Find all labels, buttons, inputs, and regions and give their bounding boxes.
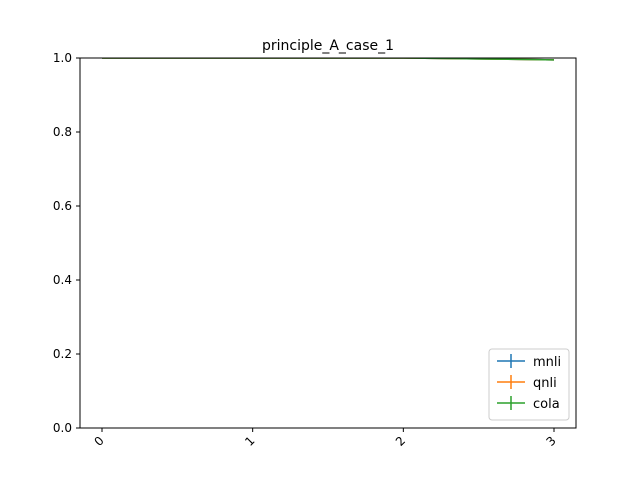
series-layer [102,58,555,61]
legend-label-cola: cola [533,397,560,412]
y-tick-label: 0.4 [53,273,72,287]
y-axis-ticks: 0.0 0.2 0.4 0.6 0.8 1.0 [53,51,80,435]
y-tick-label: 0.8 [53,125,72,139]
y-tick-label: 0.0 [53,421,72,435]
legend: mnli qnli cola [488,348,570,421]
legend-label-qnli: qnli [533,376,557,391]
y-tick-label: 0.2 [53,347,72,361]
y-tick-label: 1.0 [53,51,72,65]
plot-frame [79,57,577,429]
legend-label-mnli: mnli [533,355,561,370]
series-line-cola [102,58,555,61]
y-tick-label: 0.6 [53,199,72,213]
axes [79,57,577,429]
chart-title: principle_A_case_1 [262,38,394,54]
